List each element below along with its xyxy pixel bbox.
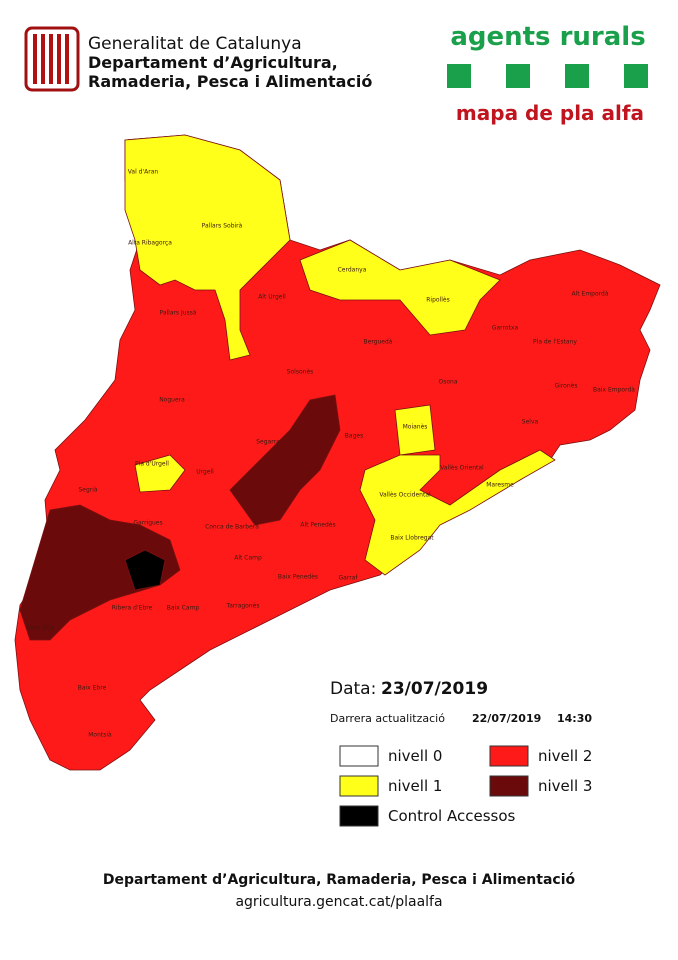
org-line1: Generalitat de Catalunya	[88, 34, 302, 54]
comarca-label: Vallès Oriental	[440, 465, 484, 472]
date: 23/07/2019	[381, 679, 488, 699]
legend: nivell 0 nivell 2 nivell 1 nivell 3 Control …	[339, 745, 592, 827]
legend-swatch	[489, 775, 529, 797]
region-level2	[14, 134, 661, 771]
footer-line2: agricultura.gencat.cat/plaalfa	[235, 894, 442, 910]
comarca-label: Berguedà	[364, 339, 393, 346]
comarca-label: Garrotxa	[492, 325, 519, 332]
comarca-label: Gironès	[555, 383, 578, 390]
footer-line1: Departament d’Agricultura, Ramaderia, Pe…	[103, 872, 576, 888]
comarca-label: Urgell	[196, 469, 214, 476]
comarca-label: Conca de Barberà	[205, 524, 259, 531]
update-label: Darrera actualització	[330, 712, 445, 725]
legend-label: nivell 3	[538, 777, 592, 795]
comarca-label: Alt Empordà	[572, 291, 609, 298]
region-level1	[124, 134, 291, 361]
legend-swatch	[339, 745, 379, 767]
comarca-label: Alt Urgell	[258, 294, 286, 301]
comarca-label: Garrigues	[133, 520, 162, 527]
comarca-label: Alta Ribagorça	[128, 240, 172, 247]
comarca-label: Pallars Sobirà	[202, 223, 243, 230]
region-level3	[229, 394, 341, 526]
org-line3: Ramaderia, Pesca i Alimentació	[88, 72, 372, 91]
logo-stripes	[33, 34, 69, 84]
region-control	[124, 549, 166, 591]
region-level1	[394, 404, 436, 456]
comarca-label: Val d'Aran	[128, 169, 159, 176]
comarca-label: Selva	[522, 419, 539, 426]
comarca-label: Ripollès	[426, 297, 449, 304]
region-level1	[134, 454, 186, 493]
comarca-label: Baix Ebre	[78, 685, 107, 692]
map	[14, 134, 661, 771]
comarca-label: Pla de l'Estany	[533, 339, 577, 346]
comarca-label: Moianès	[403, 424, 428, 431]
comarca-label: Pla d'Urgell	[135, 461, 169, 468]
update-time: 14:30	[557, 712, 592, 725]
comarca-label: Alt Camp	[234, 555, 262, 562]
legend-swatch	[339, 775, 379, 797]
legend-swatch	[489, 745, 529, 767]
legend-swatch	[339, 805, 379, 827]
legend-label: nivell 1	[388, 777, 442, 795]
brand: agents rurals	[450, 22, 645, 52]
comarca-label: Baix Empordà	[593, 387, 635, 394]
comarca-label: Montsià	[88, 732, 112, 739]
header: Generalitat de Catalunya Departament d’A…	[24, 22, 648, 125]
comarca-labels: Val d'Aran Pallars Sobirà Alta Ribagorça Ce…	[25, 169, 636, 739]
comarca-label: Alt Penedès	[300, 522, 335, 529]
comarca-label: Pallars Jussà	[159, 310, 196, 317]
region-level3	[19, 504, 181, 641]
comarca-label: Baix Penedès	[278, 574, 318, 581]
comarca-label: Segrià	[78, 487, 97, 494]
update-date: 22/07/2019	[472, 712, 541, 725]
brand-squares	[447, 64, 648, 88]
comarca-label: Segarra	[256, 439, 280, 446]
date-label: Data:	[330, 679, 376, 699]
comarca-label: Cerdanya	[338, 267, 367, 274]
legend-label: nivell 2	[538, 747, 592, 765]
comarca-label: Baix Llobregat	[390, 535, 434, 542]
comarca-label: Vallès Occidental	[379, 492, 431, 499]
comarca-label: Ribera d'Ebre	[112, 605, 153, 612]
legend-label: nivell 0	[388, 747, 442, 765]
comarca-label: Bages	[345, 433, 363, 440]
info: Data: 23/07/2019 Darrera actualització 2…	[330, 679, 592, 725]
comarca-label: Osona	[439, 379, 458, 386]
subtitle: mapa de pla alfa	[456, 101, 644, 125]
comarca-label: Tarragonès	[226, 603, 260, 610]
region-level1	[359, 449, 556, 576]
org-line2: Departament d’Agricultura,	[88, 53, 338, 72]
comarca-label: Terra Alta	[25, 625, 55, 632]
comarca-label: Garraf	[339, 575, 359, 582]
comarca-label: Maresme	[486, 482, 514, 489]
comarca-label: Baix Camp	[167, 605, 200, 612]
region-level1	[299, 239, 501, 336]
legend-label: Control Accessos	[388, 807, 516, 825]
comarca-label: Noguera	[159, 397, 185, 404]
comarca-label: Solsonès	[287, 369, 314, 376]
